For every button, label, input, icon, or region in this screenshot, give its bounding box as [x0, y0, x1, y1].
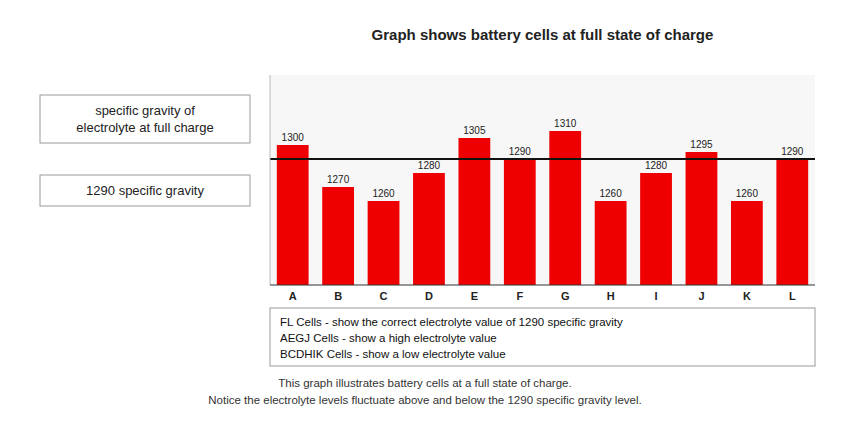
- x-tick-label: E: [471, 290, 478, 302]
- bar: [686, 152, 718, 285]
- bar: [549, 131, 581, 285]
- bar: [595, 201, 627, 285]
- x-tick-label: K: [743, 290, 751, 302]
- note: AEGJ Cells - show a high electrolyte val…: [280, 332, 497, 344]
- annotation-line: 1290 specific gravity: [86, 183, 204, 198]
- x-axis-line: [270, 284, 815, 285]
- chart: Graph shows battery cells at full state …: [0, 0, 850, 429]
- x-tick-label: B: [334, 290, 342, 302]
- x-tick-label: J: [698, 290, 704, 302]
- data-label: 1280: [645, 160, 668, 171]
- title: Graph shows battery cells at full state …: [372, 26, 714, 43]
- bar: [776, 159, 808, 285]
- note: FL Cells - show the correct electrolyte …: [280, 316, 623, 328]
- bar: [322, 187, 354, 285]
- data-label: 1260: [736, 188, 759, 199]
- caption: This graph illustrates battery cells at …: [278, 377, 571, 389]
- data-label: 1260: [372, 188, 395, 199]
- data-label: 1270: [327, 174, 350, 185]
- x-tick-label: F: [516, 290, 523, 302]
- bar: [640, 173, 672, 285]
- x-tick-label: H: [607, 290, 615, 302]
- data-label: 1290: [509, 146, 532, 157]
- plot-area: [270, 75, 815, 285]
- annotation-box: [40, 175, 250, 206]
- bar: [731, 201, 763, 285]
- data-label: 1260: [600, 188, 623, 199]
- x-tick-label: D: [425, 290, 433, 302]
- annotation: 1290 specific gravity: [86, 183, 204, 198]
- note: BCDHIK Cells - show a low electrolyte va…: [280, 348, 506, 360]
- x-tick-label: I: [655, 290, 658, 302]
- data-label: 1280: [418, 160, 441, 171]
- bar: [368, 201, 400, 285]
- annotation-line: electrolyte at full charge: [76, 120, 213, 135]
- x-tick-label: C: [380, 290, 388, 302]
- data-label: 1295: [690, 139, 713, 150]
- data-label: 1290: [781, 146, 804, 157]
- bar: [504, 159, 536, 285]
- bars: [270, 131, 815, 285]
- y-axis-line: [270, 75, 271, 285]
- data-label: 1310: [554, 118, 577, 129]
- x-tick-label: L: [789, 290, 796, 302]
- x-tick-label: G: [561, 290, 570, 302]
- data-label: 1305: [463, 125, 486, 136]
- reference-line: [270, 158, 815, 160]
- notes-box: [270, 308, 815, 366]
- caption: Notice the electrolyte levels fluctuate …: [208, 394, 641, 406]
- annotation: specific gravity of electrolyte at full c…: [76, 103, 213, 135]
- data-label: 1300: [282, 132, 305, 143]
- annotation-line: specific gravity of: [95, 103, 195, 118]
- bar: [458, 138, 490, 285]
- annotation-box: [40, 95, 250, 143]
- background: [0, 0, 850, 429]
- bar: [277, 145, 309, 285]
- x-tick-label: A: [289, 290, 297, 302]
- bar: [413, 173, 445, 285]
- chart-container: Graph shows battery cells at full state …: [0, 0, 850, 429]
